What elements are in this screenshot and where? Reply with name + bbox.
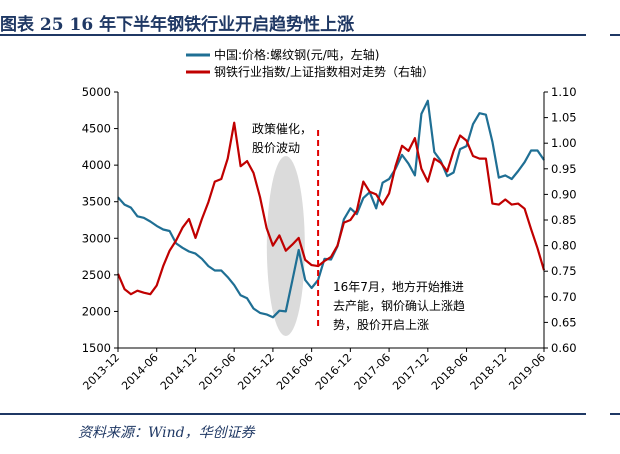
chart-axes: 1500 2000 2500 3000 3500 4000 4500 5000 0.60 0.65… — [80, 85, 576, 393]
source-note: 资料来源：Wind，华创证券 — [78, 425, 255, 441]
x-tick-label: 2019-06 — [506, 351, 548, 393]
y-left-tick-label: 1500 — [82, 341, 111, 355]
x-tick-label: 2015-12 — [235, 351, 277, 393]
x-tick-label: 2017-06 — [352, 351, 394, 393]
highlight-ellipse — [266, 156, 305, 336]
y-right-tick-label: 0.70 — [551, 290, 577, 304]
steel-relative-index-line — [116, 121, 546, 296]
y-left-tick-label: 3000 — [82, 231, 111, 245]
x-tick-label: 2017-12 — [390, 351, 432, 393]
x-tick-label: 2013-12 — [80, 351, 122, 393]
edge-mark-bottom — [610, 413, 620, 415]
annotation-rally: 16年7月，地方开始推进 去产能，钢价确认上涨趋 势，股价开启上涨 — [333, 278, 465, 335]
y-left-tick-label: 5000 — [82, 85, 111, 99]
x-tick-label: 2018-12 — [468, 351, 510, 393]
legend-label-rebar: 中国:价格:螺纹钢(元/吨，左轴) — [214, 47, 380, 62]
y-right-tick-label: 0.75 — [551, 264, 577, 278]
edge-mark-top — [610, 34, 620, 36]
x-tick-label: 2016-06 — [274, 351, 316, 393]
rebar-price-line — [117, 99, 545, 319]
x-tick-label: 2016-12 — [313, 351, 355, 393]
y-right-tick-label: 0.90 — [551, 187, 577, 201]
y-left-tick-label: 2000 — [82, 304, 111, 318]
y-right-tick-label: 1.05 — [551, 111, 577, 125]
source-rule — [0, 413, 586, 415]
annotation-rally-line: 16年7月，地方开始推进 — [333, 280, 464, 294]
annotation-policy-line: 股价波动 — [252, 141, 301, 155]
y-left-tick-label: 4000 — [82, 158, 111, 172]
annotation-policy-line: 政策催化， — [252, 122, 313, 136]
annotation-rally-line: 势，股价开启上涨 — [333, 318, 430, 332]
x-tick-label: 2014-12 — [158, 351, 200, 393]
chart-marks — [116, 99, 546, 330]
y-left-tick-label: 4500 — [82, 122, 111, 136]
annotation-rally-line: 去产能，钢价确认上涨趋 — [333, 299, 466, 313]
y-left-tick-label: 2500 — [82, 268, 111, 282]
legend: 中国:价格:螺纹钢(元/吨，左轴) 钢铁行业指数/上证指数相对走势（右轴） — [186, 47, 434, 79]
figure-title: 图表 25 16 年下半年钢铁行业开启趋势性上涨 — [0, 15, 355, 35]
y-right-tick-label: 1.00 — [551, 136, 577, 150]
title-rule — [0, 34, 586, 36]
x-tick-label: 2014-06 — [119, 351, 161, 393]
plot-frame — [266, 156, 305, 336]
y-right-tick-label: 0.65 — [551, 315, 577, 329]
y-left-tick-label: 3500 — [82, 195, 111, 209]
x-tick-label: 2018-06 — [429, 351, 471, 393]
x-tick-label: 2015-06 — [197, 351, 239, 393]
y-right-tick-label: 0.80 — [551, 239, 577, 253]
annotation-policy: 政策催化， 股价波动 — [252, 120, 312, 158]
y-right-tick-label: 0.85 — [551, 213, 577, 227]
legend-label-relative: 钢铁行业指数/上证指数相对走势（右轴） — [214, 64, 434, 79]
y-right-tick-label: 0.60 — [551, 341, 577, 355]
y-right-tick-label: 1.10 — [551, 85, 577, 99]
y-right-tick-label: 0.95 — [551, 162, 577, 176]
